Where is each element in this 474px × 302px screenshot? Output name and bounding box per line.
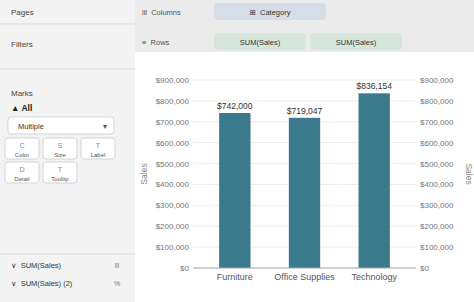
y-axis-label: Sales xyxy=(139,163,149,184)
shelf-pill xyxy=(214,33,306,50)
annotation: % xyxy=(114,280,120,287)
annotation: Marks xyxy=(11,89,33,98)
marks-card xyxy=(43,138,77,159)
separator xyxy=(0,24,135,25)
data-label: $836,154 xyxy=(356,81,392,91)
marks-card xyxy=(5,138,39,159)
annotation: C xyxy=(19,142,24,149)
y2-tick-label: $900,000 xyxy=(420,76,454,85)
y2-tick-label: $0 xyxy=(420,264,429,273)
y2-tick-label: $400,000 xyxy=(420,180,454,189)
y2-axis-label: Sales xyxy=(464,163,474,184)
bar xyxy=(359,93,390,268)
top-bar: lll Columns ⊞ Category ≡ Rows SUM(Sales) SUM… xyxy=(135,0,474,52)
shelf-pill xyxy=(310,33,402,50)
marks-card xyxy=(43,162,77,183)
left-panel-bg xyxy=(0,0,135,302)
top-bar-bg xyxy=(135,0,474,52)
marks-card xyxy=(81,138,115,159)
y-tick-label: $900,000 xyxy=(156,76,190,85)
annotation: Multiple xyxy=(18,122,44,131)
annotation: ≡ Rows xyxy=(142,38,170,47)
bar xyxy=(289,118,320,268)
grid-line xyxy=(193,268,416,269)
y2-tick-label: $300,000 xyxy=(420,201,454,210)
y2-tick-label: $500,000 xyxy=(420,160,454,169)
annotation: T xyxy=(58,166,63,173)
y2-tick-label: $800,000 xyxy=(420,97,454,106)
separator xyxy=(0,254,135,255)
annotation: Size xyxy=(54,152,66,158)
annotation: SUM(Sales) xyxy=(336,38,377,47)
y2-tick-label: $700,000 xyxy=(420,118,454,127)
x-axis-line xyxy=(193,268,416,269)
marks-card xyxy=(5,162,39,183)
chart-root: Pages Filters Marks ▲ All Multiple ▾ C Color S Si… xyxy=(0,0,474,302)
annotation: Label xyxy=(91,152,106,158)
annotation: Pages xyxy=(11,8,34,17)
annotation: Color xyxy=(15,152,29,158)
bar xyxy=(219,113,250,268)
annotation: lll xyxy=(115,262,120,269)
y-tick-label: $800,000 xyxy=(156,97,190,106)
annotation: SUM(Sales) xyxy=(240,38,281,47)
y-tick-label: $500,000 xyxy=(156,160,190,169)
background xyxy=(0,0,474,302)
annotation: T xyxy=(96,142,101,149)
y2-tick-label: $100,000 xyxy=(420,243,454,252)
annotation: Filters xyxy=(11,40,33,49)
plot: $0 $0 $100,000 $100,000 $200,000 $200,000 $300… xyxy=(139,76,474,282)
left-panel: Pages Filters Marks ▲ All Multiple ▾ C Color S Si… xyxy=(0,0,135,302)
shelf-pill xyxy=(214,3,326,20)
y2-tick-label: $200,000 xyxy=(420,222,454,231)
y-tick-label: $400,000 xyxy=(156,180,190,189)
annotation: ▲ All xyxy=(11,103,32,113)
x-tick-label: Furniture xyxy=(217,272,253,282)
annotation: ∨ SUM(Sales) (2) xyxy=(11,279,73,288)
annotation: Tooltip xyxy=(51,176,69,182)
y2-tick-label: $600,000 xyxy=(420,139,454,148)
y-tick-label: $300,000 xyxy=(156,201,190,210)
annotation: S xyxy=(58,142,63,149)
y-tick-label: $100,000 xyxy=(156,243,190,252)
annotation: ⊞ Category xyxy=(250,8,291,17)
annotation: ▾ xyxy=(103,122,107,131)
y-tick-label: $200,000 xyxy=(156,222,190,231)
bars xyxy=(219,93,390,268)
separator xyxy=(0,69,135,70)
data-label: $719,047 xyxy=(287,106,323,116)
y-tick-label: $600,000 xyxy=(156,139,190,148)
annotation: ∨ SUM(Sales) xyxy=(11,261,62,270)
y-tick-label: $0 xyxy=(180,264,189,273)
x-tick-label: Technology xyxy=(351,272,397,282)
dropdown-box xyxy=(8,117,114,134)
y-tick-label: $700,000 xyxy=(156,118,190,127)
data-label: $742,000 xyxy=(217,101,253,111)
annotation: lll Columns xyxy=(142,8,181,17)
x-tick-label: Office Supplies xyxy=(274,272,335,282)
annotation: Detail xyxy=(14,176,29,182)
annotation: D xyxy=(19,166,24,173)
